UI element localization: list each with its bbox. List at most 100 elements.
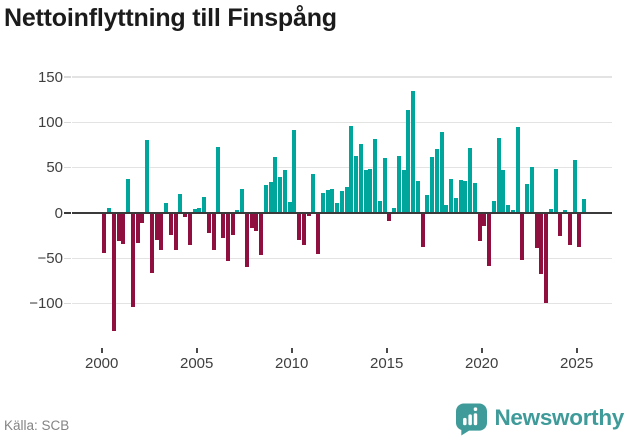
bar-2007-Q1 [235, 210, 240, 213]
bar-2013-Q2 [354, 155, 359, 213]
bar-2024-Q3 [567, 214, 572, 246]
bar-2001-Q4 [135, 214, 140, 244]
bar-2021-Q3 [510, 210, 515, 213]
bar-2002-Q2 [145, 139, 150, 213]
bar-2018-Q2 [449, 179, 454, 213]
y-axis-label: 150 [37, 68, 63, 86]
bar-2008-Q1 [254, 214, 259, 232]
bar-2002-Q1 [140, 214, 145, 224]
bar-2001-Q1 [121, 214, 126, 245]
zero-baseline [72, 211, 612, 215]
bar-2009-Q3 [282, 169, 287, 213]
y-axis-label: −50 [37, 249, 63, 267]
bar-2023-Q2 [544, 214, 549, 304]
bar-2023-Q4 [553, 168, 558, 213]
bar-2019-Q4 [477, 214, 482, 242]
bar-2007-Q3 [244, 214, 249, 267]
bar-2013-Q3 [358, 144, 363, 213]
bar-2009-Q1 [273, 156, 278, 213]
bar-2002-Q3 [149, 214, 154, 274]
bar-2011-Q1 [311, 174, 316, 213]
bar-2017-Q1 [425, 194, 430, 213]
bar-2009-Q2 [278, 176, 283, 213]
bar-2012-Q4 [344, 186, 349, 213]
bar-2004-Q2 [183, 214, 188, 217]
bar-2010-Q1 [292, 129, 297, 213]
bar-2004-Q3 [187, 214, 192, 246]
gridline-y--100 [72, 302, 612, 305]
bar-2004-Q4 [192, 209, 197, 213]
bar-2019-Q2 [468, 147, 473, 213]
x-axis-label: 2005 [180, 355, 214, 372]
bar-2010-Q4 [306, 214, 311, 217]
x-axis-label: 2000 [85, 355, 119, 372]
newsworthy-logo[interactable]: Newsworthy [456, 402, 624, 436]
y-axis-label: 0 [54, 204, 63, 222]
bar-2018-Q3 [453, 197, 458, 213]
newsworthy-badge-icon [456, 402, 488, 436]
x-axis-tick [195, 348, 198, 353]
bar-2001-Q3 [130, 214, 135, 307]
bar-2024-Q2 [563, 210, 568, 213]
bar-2014-Q4 [382, 157, 387, 213]
bar-2005-Q4 [211, 214, 216, 250]
bar-2014-Q3 [377, 201, 382, 213]
bar-2016-Q3 [415, 181, 420, 213]
bar-2025-Q1 [577, 214, 582, 247]
bar-2015-Q4 [401, 169, 406, 213]
bar-2003-Q3 [168, 214, 173, 236]
bar-2015-Q1 [387, 214, 392, 222]
bar-2020-Q1 [482, 214, 487, 227]
bar-2012-Q2 [335, 203, 340, 213]
bar-2005-Q1 [197, 208, 202, 213]
bar-2005-Q2 [202, 196, 207, 213]
bar-2001-Q2 [126, 179, 131, 213]
gridline-y-150 [72, 76, 612, 78]
bar-2021-Q2 [506, 204, 511, 213]
bar-2018-Q4 [458, 180, 463, 213]
bar-2005-Q3 [206, 214, 211, 234]
bar-2017-Q4 [439, 132, 444, 213]
bar-2006-Q1 [216, 146, 221, 213]
bar-2004-Q1 [178, 193, 183, 213]
gridline-y-100 [72, 121, 612, 124]
source-caption: Källa: SCB [4, 418, 70, 433]
bar-2015-Q3 [396, 155, 401, 213]
bar-2023-Q1 [539, 214, 544, 275]
y-axis-tick [64, 166, 71, 169]
x-axis-tick [575, 348, 578, 353]
bar-2024-Q1 [558, 214, 563, 236]
x-axis-label: 2010 [275, 355, 309, 372]
bar-2009-Q4 [287, 202, 292, 213]
bar-2007-Q4 [249, 214, 254, 228]
bar-2021-Q4 [515, 126, 520, 213]
bar-2014-Q1 [368, 168, 373, 213]
bar-2003-Q4 [173, 214, 178, 250]
bar-2010-Q3 [301, 214, 306, 246]
bar-2000-Q1 [102, 214, 107, 254]
bar-2016-Q1 [406, 109, 411, 213]
bar-2017-Q3 [434, 148, 439, 213]
bar-2025-Q2 [582, 199, 587, 213]
bar-2007-Q2 [240, 188, 245, 213]
y-axis-tick [64, 211, 71, 215]
bar-2006-Q4 [230, 214, 235, 236]
x-axis-tick [290, 348, 293, 353]
bar-2013-Q1 [349, 126, 354, 213]
bar-2006-Q3 [225, 214, 230, 262]
bar-2003-Q1 [159, 214, 164, 250]
y-axis-label: 100 [37, 113, 63, 131]
bar-2019-Q3 [472, 183, 477, 213]
bar-2018-Q1 [444, 204, 449, 213]
bar-2019-Q1 [463, 181, 468, 213]
bar-2006-Q2 [221, 214, 226, 238]
bar-2016-Q4 [420, 214, 425, 247]
gridline-y-50 [72, 166, 612, 169]
bar-2017-Q2 [430, 156, 435, 213]
bar-2022-Q2 [525, 184, 530, 213]
bar-2008-Q3 [263, 184, 268, 213]
bar-2013-Q4 [363, 169, 368, 213]
bar-2012-Q3 [339, 191, 344, 213]
bar-2011-Q2 [316, 214, 321, 255]
bar-2010-Q2 [297, 214, 302, 240]
